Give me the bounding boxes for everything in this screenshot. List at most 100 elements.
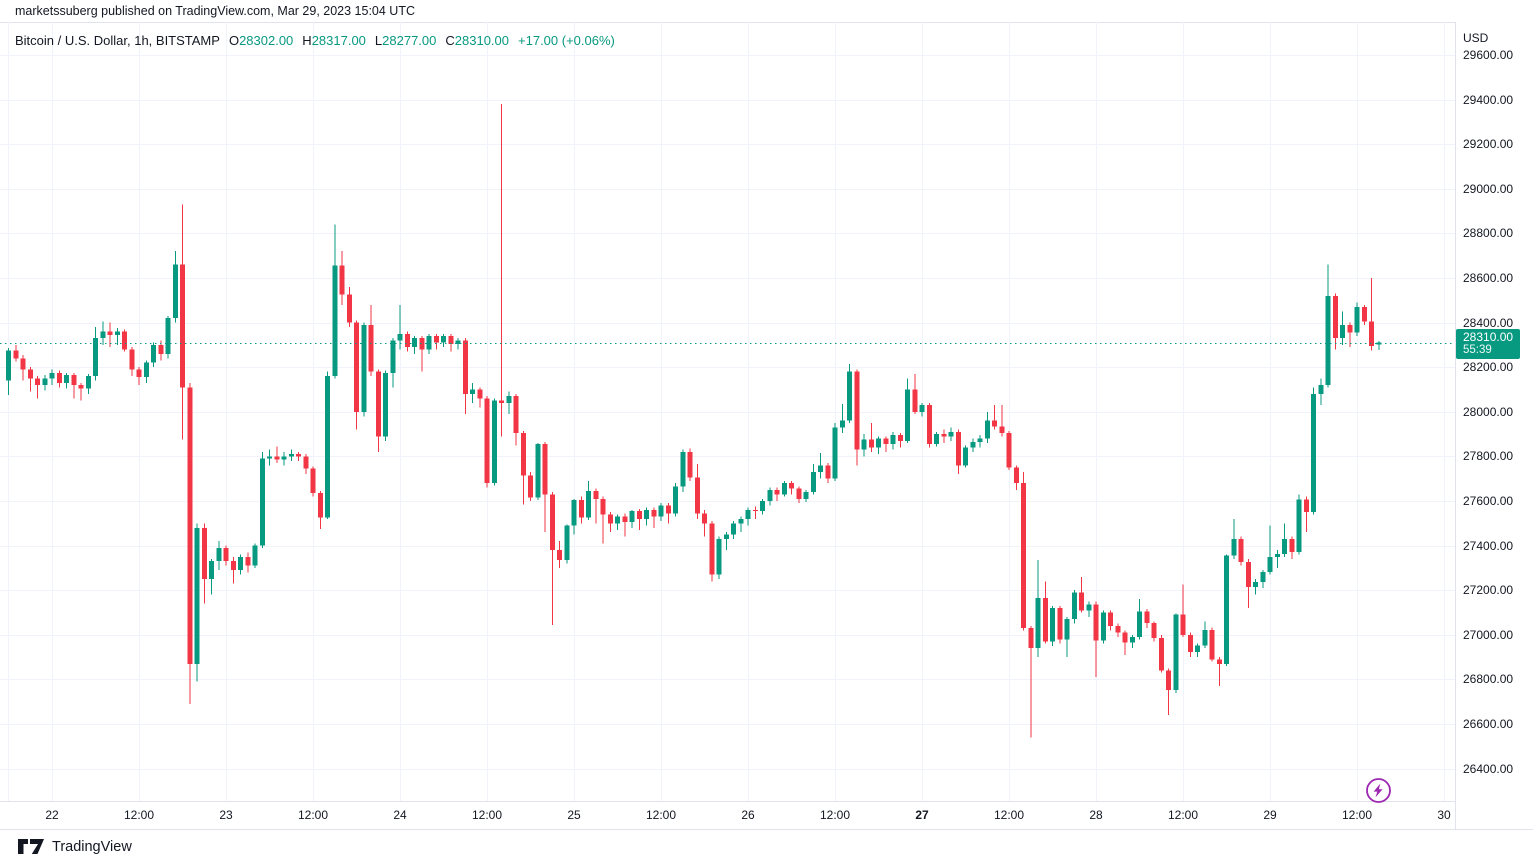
- candle: [513, 393, 519, 446]
- price-axis-label: 28600.00: [1463, 271, 1514, 285]
- candle: [868, 422, 874, 452]
- time-axis-label: 30: [1437, 808, 1451, 822]
- candle: [1267, 525, 1273, 575]
- bar-countdown: 55:39: [1463, 343, 1492, 356]
- tradingview-logo-text: TradingView: [52, 838, 132, 855]
- candle: [122, 329, 127, 352]
- candle: [810, 464, 816, 495]
- candle: [390, 338, 396, 388]
- candle: [49, 369, 55, 386]
- candle: [615, 514, 620, 530]
- candle: [1129, 634, 1135, 649]
- candle: [1282, 523, 1287, 557]
- candle: [1057, 605, 1063, 644]
- candle: [259, 451, 265, 548]
- candle: [970, 438, 976, 452]
- candle: [1137, 599, 1142, 640]
- realtime-lightning-icon[interactable]: [1365, 777, 1392, 804]
- candle: [1224, 554, 1229, 667]
- candle: [114, 328, 120, 345]
- candle: [455, 338, 461, 350]
- candle: [491, 398, 497, 486]
- candle: [499, 104, 504, 437]
- tradingview-logo-link[interactable]: TradingView: [18, 838, 132, 855]
- time-axis-label: 27: [915, 808, 929, 822]
- time-axis-label: 12:00: [993, 808, 1025, 822]
- candle: [368, 304, 374, 377]
- price-axis-border: [1455, 22, 1456, 829]
- candle: [977, 435, 983, 448]
- candle: [296, 451, 301, 461]
- candle: [1079, 576, 1084, 613]
- candle: [629, 509, 635, 528]
- candle: [194, 523, 200, 682]
- price-axis-label: 28000.00: [1463, 404, 1514, 419]
- candle: [738, 516, 744, 533]
- candle: [687, 448, 693, 481]
- candle: [818, 453, 823, 479]
- candle: [419, 335, 425, 372]
- candlestick-chart-plot[interactable]: [0, 0, 1455, 802]
- candle: [1093, 601, 1099, 678]
- candle: [781, 480, 787, 497]
- candle: [1108, 610, 1113, 631]
- candle: [651, 507, 657, 528]
- candle: [796, 486, 802, 504]
- candle: [1260, 570, 1266, 588]
- candle: [506, 391, 512, 415]
- candle: [745, 507, 751, 526]
- candle: [325, 371, 330, 519]
- candle: [549, 492, 555, 625]
- candle: [984, 411, 990, 444]
- candle: [6, 348, 11, 396]
- candle: [1245, 558, 1251, 609]
- candle: [230, 556, 236, 584]
- candle: [1354, 302, 1360, 336]
- candle: [1369, 278, 1374, 351]
- candle: [716, 536, 722, 580]
- candle: [832, 422, 838, 481]
- footer-border: [0, 829, 1533, 830]
- last-price-badge: 28310.00 55:39: [1456, 328, 1520, 359]
- candle: [1042, 581, 1048, 644]
- price-axis-label: 28200.00: [1463, 360, 1514, 375]
- candle: [680, 449, 686, 493]
- candle: [520, 430, 526, 505]
- candle: [1021, 472, 1026, 631]
- candle: [274, 446, 280, 464]
- candle: [1238, 536, 1244, 566]
- ohlc-high: H28317.00: [302, 33, 366, 48]
- time-axis-label: 24: [393, 808, 407, 822]
- candle: [383, 370, 388, 441]
- candle: [136, 367, 142, 386]
- candle: [622, 513, 628, 537]
- tradingview-logo-icon: [18, 839, 44, 854]
- candle: [426, 333, 432, 354]
- candle: [129, 347, 135, 377]
- price-axis[interactable]: USD 28310.00 55:39 29600.00 29400.00 29200…: [1456, 22, 1533, 829]
- candle: [861, 434, 867, 457]
- candle: [673, 483, 678, 517]
- chart-top-border: [0, 22, 1533, 23]
- price-axis-currency-label: USD: [1463, 31, 1489, 45]
- candle: [571, 498, 577, 535]
- candle: [223, 545, 229, 566]
- candle: [528, 472, 533, 501]
- candle: [825, 463, 831, 484]
- candle: [339, 251, 345, 305]
- time-axis[interactable]: 22 12:00 23 12:00 24 12:00 25 12:00 26 12:00 27 12:…: [0, 802, 1455, 829]
- symbol-legend: Bitcoin / U.S. Dollar, 1h, BITSTAMP O283…: [15, 33, 615, 48]
- candle: [767, 487, 773, 506]
- candle: [1013, 465, 1019, 490]
- candle: [1231, 518, 1237, 559]
- price-axis-label: 26800.00: [1463, 672, 1514, 687]
- candle: [252, 543, 258, 568]
- candle: [477, 387, 483, 408]
- candles-layer: [6, 104, 1382, 738]
- price-axis-label: 29400.00: [1463, 92, 1514, 107]
- candle: [774, 487, 780, 501]
- ohlc-low: L28277.00: [374, 33, 437, 48]
- candle: [462, 338, 468, 415]
- candle: [238, 554, 243, 575]
- lightning-bolt: [1373, 783, 1383, 798]
